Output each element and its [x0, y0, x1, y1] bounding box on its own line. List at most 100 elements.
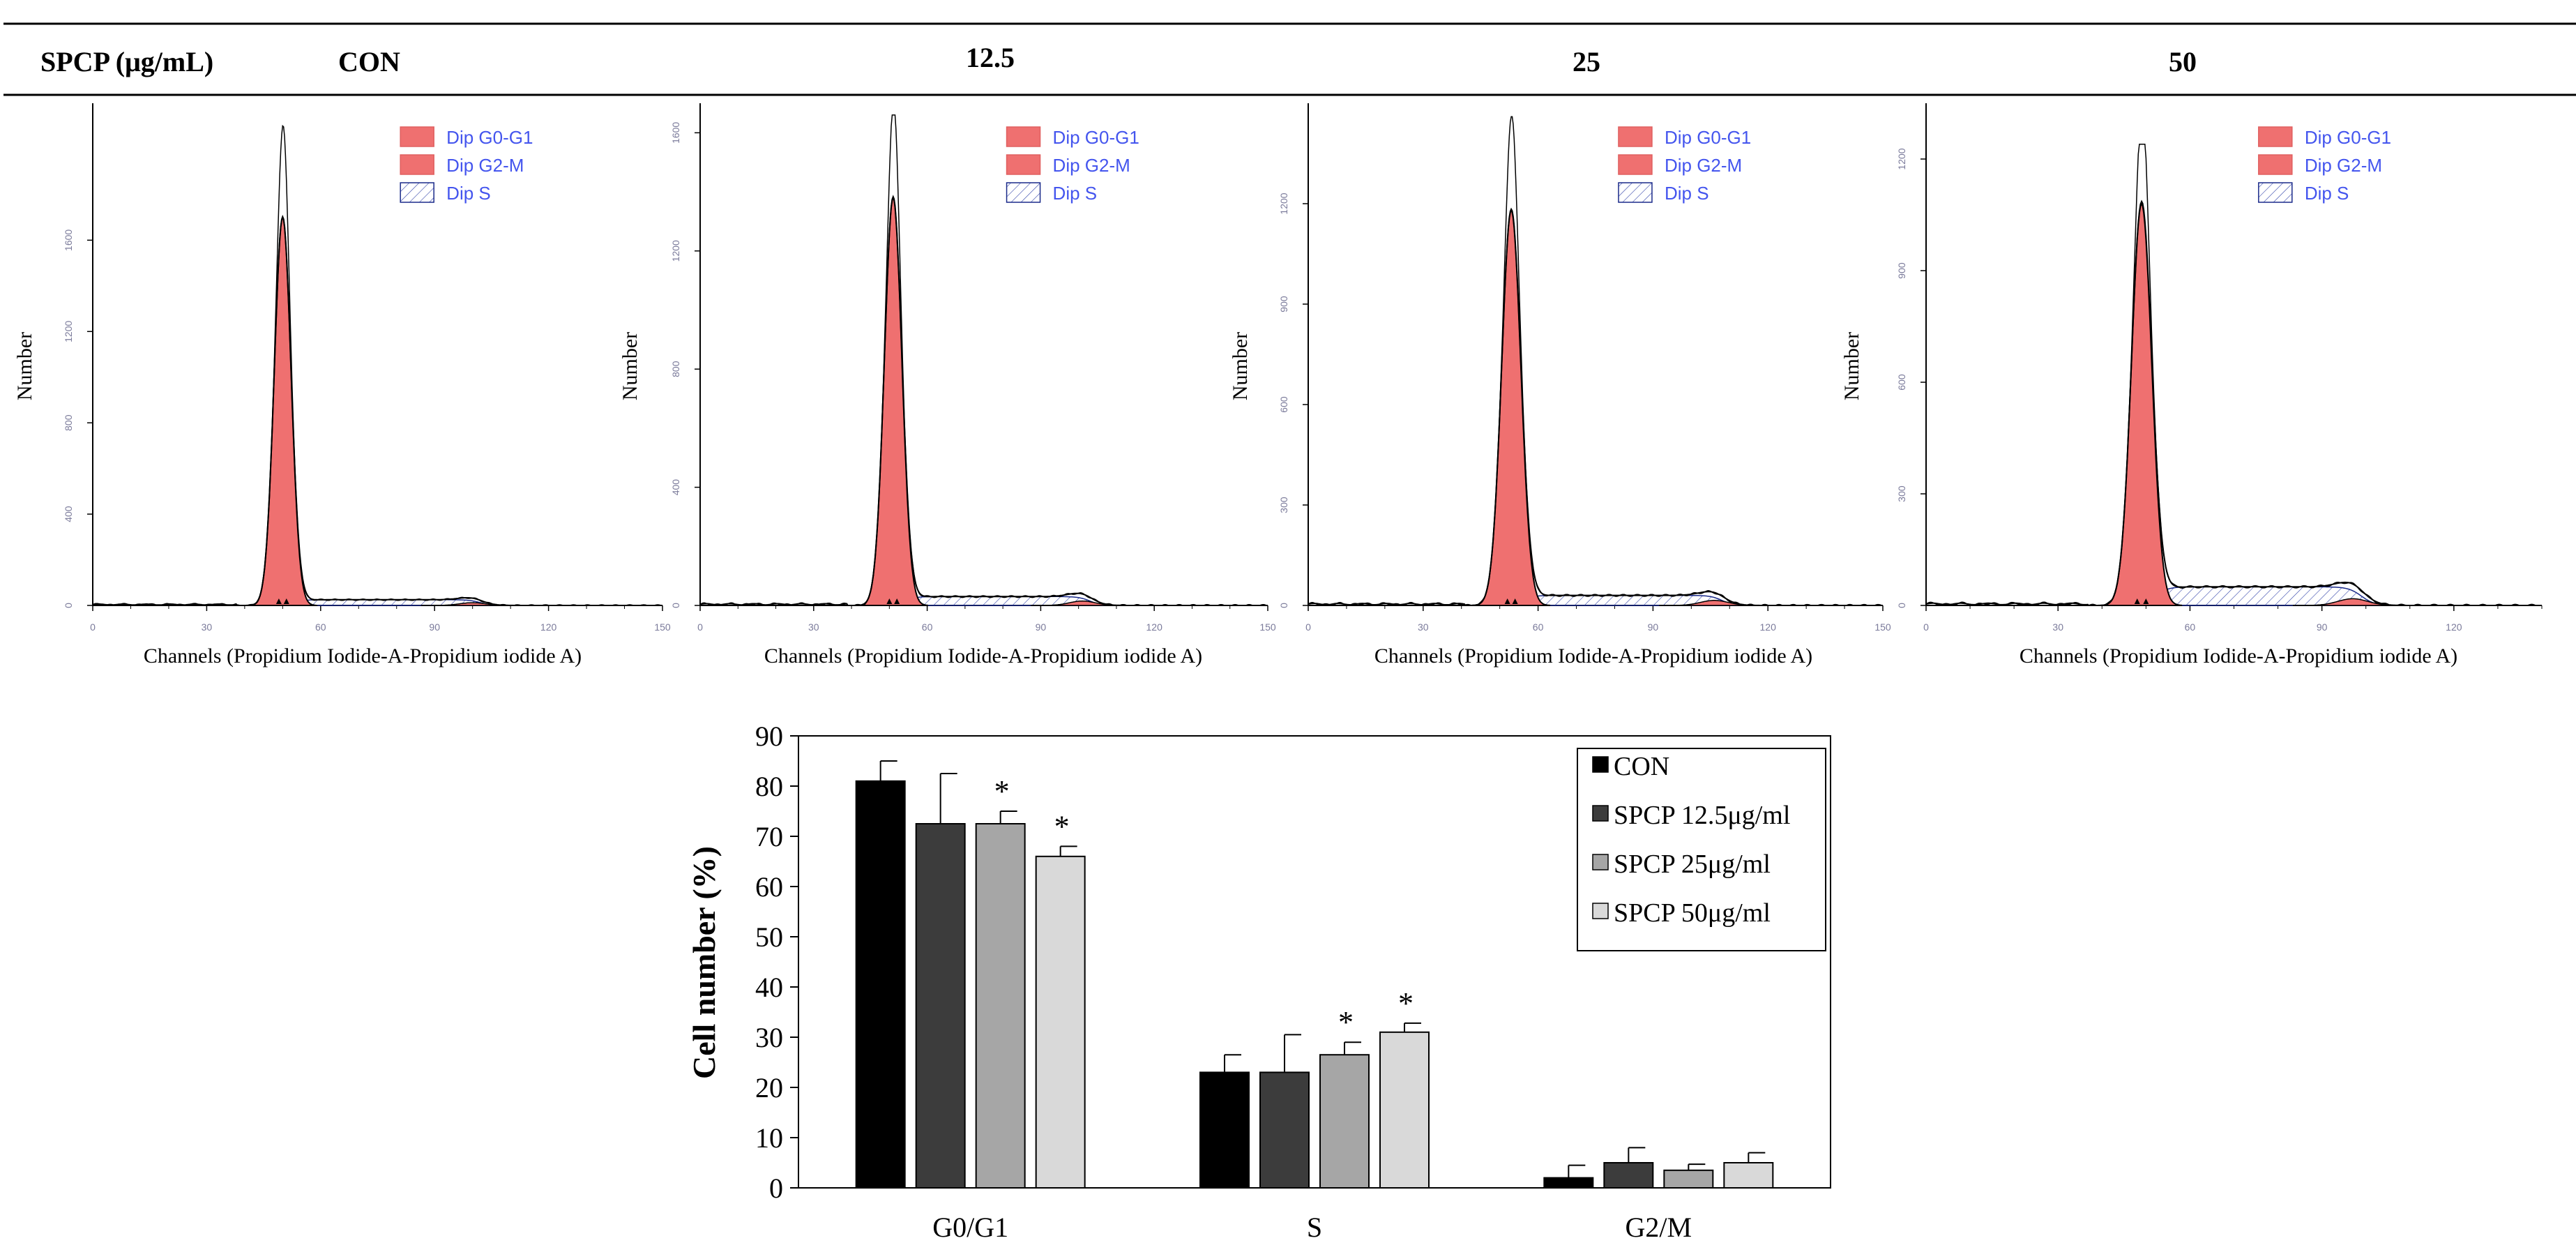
legend-entry: SPCP 25μg/ml	[1614, 850, 1771, 879]
y-tick-label: 900	[1896, 262, 1907, 279]
model-fit-line	[699, 195, 1268, 606]
x-tick-label: 30	[202, 621, 213, 633]
significance-star: *	[1054, 809, 1070, 843]
peak-marker	[2143, 598, 2149, 604]
bar	[1543, 1177, 1594, 1189]
peak-marker	[275, 598, 282, 604]
legend-dip-g0-g1-swatch	[1618, 126, 1653, 147]
g0g1-peak-area	[2100, 202, 2183, 606]
histogram-data-line	[1925, 143, 2542, 606]
bar	[1723, 1162, 1774, 1189]
model-fit-line	[92, 214, 662, 606]
header-condition-con: CON	[338, 46, 400, 77]
category-label: G2/M	[1626, 1212, 1692, 1243]
x-tick-label: 60	[2185, 621, 2196, 633]
legend-dip-g0-g1-swatch	[1006, 126, 1041, 147]
y-tick-label: 1200	[1896, 148, 1907, 169]
y-tick-label: 900	[1278, 296, 1289, 312]
cell-cycle-bar-chart: 0 10 20 30 40 50 60 70 80 90 Cell number (%) G0/G1 *…	[686, 721, 1831, 1243]
histogram-data-line	[1308, 116, 1883, 606]
legend-dip-g0-g1: Dip G0-G1	[2305, 127, 2391, 148]
y-axis-label: Number	[1229, 332, 1252, 400]
x-tick-label: 90	[1648, 621, 1659, 633]
bar	[1035, 855, 1086, 1189]
bar	[1663, 1169, 1714, 1189]
x-axis-label: Channels (Propidium Iodide-A-Propidium i…	[764, 644, 1202, 668]
y-axis-label: Number	[619, 332, 642, 400]
x-tick-label: 60	[1533, 621, 1544, 633]
y-tick-label: 60	[755, 871, 783, 903]
x-tick-label: 30	[1418, 621, 1429, 633]
x-tick-label: 0	[697, 621, 703, 633]
y-tick-label: 20	[755, 1072, 783, 1103]
histogram-panel-12-5: 0 30 60 90 120 150 0 400 800 1200 1600 Channels (Pr…	[619, 103, 1276, 668]
peak-marker	[1512, 598, 1518, 604]
legend-entry: SPCP 12.5μg/ml	[1614, 801, 1790, 830]
legend-dip-s: Dip S	[446, 183, 491, 204]
bar	[1199, 1071, 1250, 1189]
x-tick-label: 150	[1874, 621, 1891, 633]
bar	[1259, 1071, 1310, 1189]
y-tick-label: 400	[63, 506, 74, 522]
y-tick-label: 300	[1278, 497, 1289, 513]
y-tick-label: 0	[1896, 603, 1907, 608]
peak-marker	[894, 598, 900, 604]
y-tick-label: 0	[1278, 603, 1289, 608]
x-tick-label: 150	[1259, 621, 1276, 633]
x-tick-label: 90	[2317, 621, 2328, 633]
category-label: G0/G1	[932, 1212, 1008, 1243]
x-tick-label: 0	[1305, 621, 1311, 633]
histogram-data-line	[92, 124, 662, 606]
peak-marker	[283, 598, 289, 604]
y-tick-label: 90	[755, 721, 783, 752]
g0g1-peak-area	[247, 215, 319, 606]
legend-dip-g0-g1: Dip G0-G1	[1665, 127, 1751, 148]
header-row-label: SPCP (μg/mL)	[40, 46, 213, 77]
x-tick-label: 120	[1760, 621, 1777, 633]
legend-dip-s-swatch	[400, 182, 434, 203]
legend-box	[1577, 748, 1826, 951]
x-tick-label: 30	[808, 621, 819, 633]
legend-dip-g2-m-swatch	[400, 154, 434, 175]
peak-marker	[2134, 598, 2140, 604]
bar	[1603, 1162, 1654, 1189]
significance-star: *	[1398, 986, 1414, 1020]
y-tick-label: 800	[63, 414, 74, 431]
legend-dip-g0-g1: Dip G0-G1	[1053, 127, 1139, 148]
histogram-panel-con: 0 30 60 90 120 150 0 400 800 1200 1600 Channels (Pr…	[13, 103, 671, 668]
y-tick-label: 30	[755, 1022, 783, 1053]
x-tick-label: 90	[429, 621, 440, 633]
y-tick-label: 0	[769, 1173, 783, 1204]
legend-dip-s: Dip S	[2305, 183, 2349, 204]
legend-dip-g2-m: Dip G2-M	[1053, 155, 1130, 176]
y-tick-label: 40	[755, 972, 783, 1003]
y-tick-label: 80	[755, 771, 783, 802]
legend-dip-g2-m-swatch	[1618, 154, 1653, 175]
y-tick-label: 10	[755, 1122, 783, 1154]
plot-frame	[798, 735, 1831, 1189]
category-label: S	[1307, 1212, 1322, 1243]
y-tick-label: 1200	[63, 320, 74, 342]
x-axis-label: Channels (Propidium Iodide-A-Propidium i…	[144, 644, 582, 668]
legend-dip-g2-m: Dip G2-M	[2305, 155, 2382, 176]
y-tick-label: 1600	[63, 229, 74, 251]
x-tick-label: 0	[1923, 621, 1929, 633]
y-tick-label: 1600	[670, 122, 681, 144]
y-tick-label: 400	[670, 479, 681, 496]
legend-dip-g2-m: Dip G2-M	[1665, 155, 1742, 176]
legend-dip-g2-m: Dip G2-M	[446, 155, 524, 176]
legend-swatch	[1592, 805, 1609, 822]
x-axis-label: Channels (Propidium Iodide-A-Propidium i…	[2020, 644, 2457, 668]
y-tick-label: 600	[1896, 374, 1907, 391]
y-tick-label: 0	[670, 603, 681, 608]
legend-dip-g2-m-swatch	[2258, 154, 2293, 175]
y-axis-label: Cell number (%)	[686, 846, 722, 1079]
legend-dip-g0-g1: Dip G0-G1	[446, 127, 533, 148]
x-tick-label: 60	[315, 621, 326, 633]
legend-dip-s: Dip S	[1665, 183, 1709, 204]
legend-dip-s-swatch	[1618, 182, 1653, 203]
g0g1-peak-area	[858, 195, 928, 606]
legend-swatch	[1592, 756, 1609, 773]
legend-dip-g2-m-swatch	[1006, 154, 1041, 175]
